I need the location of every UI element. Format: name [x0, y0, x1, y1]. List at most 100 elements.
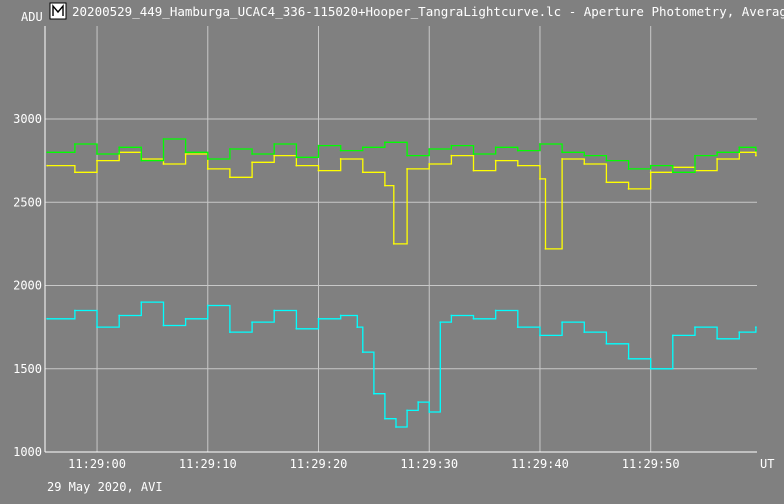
data-point — [605, 181, 608, 184]
data-point — [649, 171, 652, 174]
data-point — [472, 169, 475, 172]
data-point — [140, 301, 143, 304]
data-point — [583, 154, 586, 157]
data-point — [339, 149, 342, 152]
data-point — [339, 158, 342, 160]
data-point — [494, 309, 497, 312]
data-point — [96, 159, 98, 162]
data-point — [73, 309, 76, 312]
data-point — [694, 154, 696, 157]
data-point — [716, 158, 719, 160]
data-point — [206, 168, 209, 170]
y-tick-label: 1000 — [13, 445, 42, 459]
data-point — [317, 169, 320, 172]
data-point — [627, 188, 630, 190]
data-point — [46, 151, 49, 154]
title-bar: 20200529_449_Hamburga_UCAC4_336-115020+H… — [49, 2, 784, 20]
data-point — [184, 317, 187, 320]
series-layer — [46, 138, 757, 428]
data-point — [46, 164, 49, 167]
data-point — [472, 317, 475, 320]
chart-title: 20200529_449_Hamburga_UCAC4_336-115020+H… — [72, 4, 784, 19]
data-point — [162, 138, 165, 140]
footer-date: 29 May 2020, AVI — [47, 480, 163, 494]
data-point — [494, 159, 497, 162]
data-point — [716, 151, 719, 154]
data-point — [162, 163, 165, 165]
data-point — [754, 326, 757, 329]
data-point — [544, 247, 547, 250]
data-point — [671, 334, 674, 337]
x-tick-label: 11:29:00 — [68, 457, 126, 471]
data-point — [361, 351, 364, 353]
data-point — [417, 401, 420, 403]
y-axis-label: ADU — [21, 10, 43, 24]
data-point — [627, 357, 630, 360]
data-point — [406, 409, 408, 412]
data-point — [561, 151, 564, 154]
data-point — [406, 168, 408, 170]
data-point — [516, 149, 519, 152]
data-point — [361, 146, 364, 149]
data-point — [738, 146, 741, 149]
data-point — [317, 144, 320, 147]
data-point — [694, 326, 696, 329]
data-point — [295, 156, 298, 159]
data-point — [372, 392, 375, 395]
y-tick-label: 1500 — [13, 362, 42, 376]
data-point — [494, 146, 497, 149]
grid-layer — [45, 26, 757, 452]
data-point — [46, 317, 49, 320]
data-point — [118, 314, 121, 317]
data-point — [561, 321, 564, 324]
data-point — [605, 159, 608, 162]
data-point — [118, 146, 121, 149]
data-point — [605, 342, 608, 345]
data-point — [539, 143, 541, 145]
data-point — [361, 171, 364, 174]
data-point — [716, 337, 719, 340]
data-point — [251, 321, 253, 324]
data-point — [627, 168, 630, 170]
data-point — [671, 171, 674, 174]
data-point — [295, 327, 298, 330]
data-point — [206, 158, 209, 160]
y-tick-labels: 1000 1500 2000 2500 3000 — [13, 112, 42, 459]
series-2 — [46, 138, 757, 174]
data-point — [516, 326, 519, 329]
data-point — [649, 367, 652, 370]
data-point — [583, 163, 586, 165]
y-tick-label: 3000 — [13, 112, 42, 126]
data-point — [428, 411, 431, 413]
data-point — [384, 141, 386, 144]
data-point — [561, 158, 564, 160]
data-point — [96, 153, 98, 155]
data-point — [539, 178, 541, 180]
data-point — [439, 321, 442, 324]
data-point — [450, 144, 453, 147]
data-point — [273, 154, 276, 157]
data-point — [392, 242, 395, 245]
x-tick-label: 11:29:20 — [290, 457, 348, 471]
data-point — [406, 154, 408, 157]
x-tick-label: 11:29:40 — [511, 457, 569, 471]
data-point — [754, 154, 757, 157]
data-point — [140, 159, 143, 162]
x-tick-label: 11:29:10 — [179, 457, 237, 471]
data-point — [73, 171, 76, 174]
x-tick-labels: 11:29:00 11:29:10 11:29:20 11:29:30 11:29:40… — [68, 457, 679, 471]
data-point — [428, 163, 431, 165]
data-point — [229, 176, 231, 179]
data-point — [384, 184, 386, 187]
data-point — [295, 164, 298, 167]
data-point — [229, 331, 231, 334]
x-tick-label: 11:29:50 — [622, 457, 680, 471]
tangra-app-icon-glyph — [52, 4, 64, 16]
data-point — [339, 314, 342, 317]
data-point — [73, 143, 76, 145]
data-point — [251, 161, 253, 164]
series-line — [47, 301, 757, 428]
data-point — [428, 148, 431, 150]
